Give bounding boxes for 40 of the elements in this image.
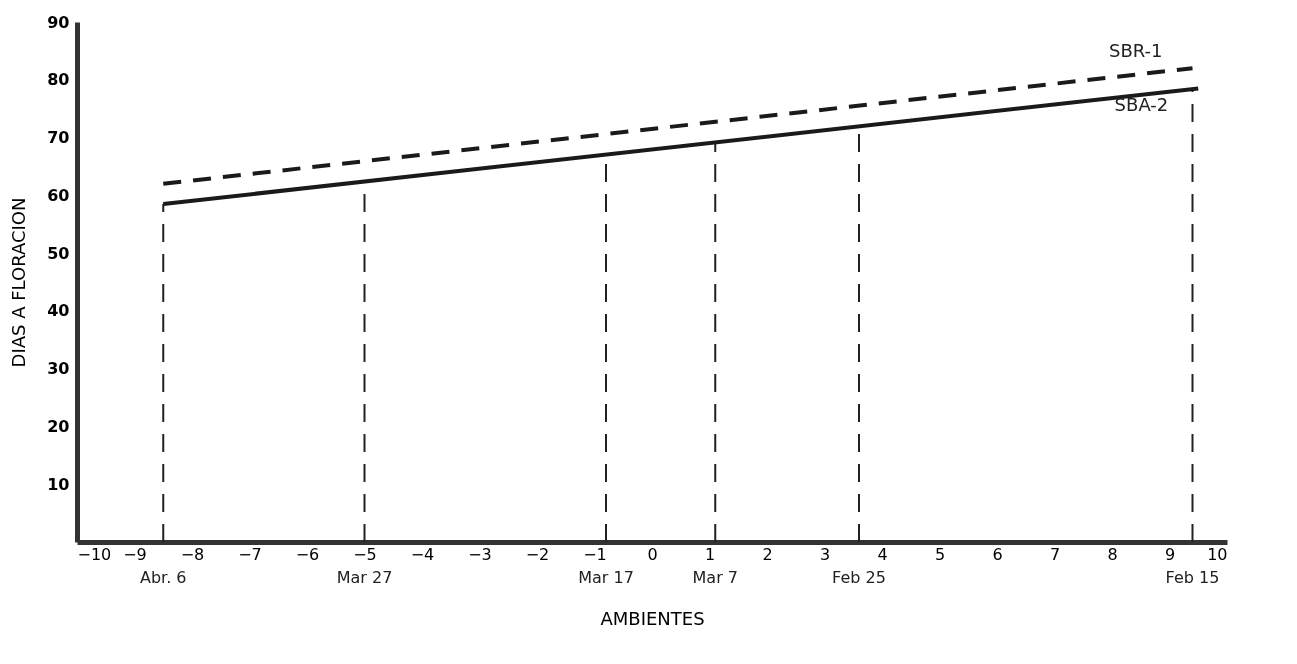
x-tick-label: −8 — [180, 544, 205, 564]
x-tick-label: −2 — [525, 544, 550, 564]
x-tick-label: −3 — [468, 544, 492, 564]
ref-line-label: Feb 15 — [1165, 568, 1220, 587]
y-tick-label: 20 — [47, 416, 70, 436]
x-tick-label: 2 — [762, 544, 773, 564]
y-axis-title: DIAS A FLORACION — [8, 197, 30, 368]
y-tick-label: 80 — [47, 70, 70, 90]
x-tick-label: 5 — [934, 544, 946, 564]
x-tick-label: 9 — [1164, 544, 1176, 564]
series-label: SBA-2 — [1114, 94, 1169, 116]
y-tick-label: 40 — [47, 301, 70, 321]
x-tick-label: 7 — [1049, 544, 1061, 564]
x-tick-label: −6 — [295, 544, 320, 564]
x-tick-label: −1 — [583, 544, 607, 564]
series-label: SBR-1 — [1109, 40, 1163, 62]
ref-line-label: Mar 27 — [336, 568, 393, 587]
y-tick-label: 70 — [47, 128, 70, 148]
y-tick-label: 10 — [47, 474, 70, 494]
x-tick-label: 8 — [1107, 544, 1118, 564]
x-tick-label: −7 — [238, 544, 262, 564]
x-tick-label: 10 — [1207, 544, 1228, 564]
ref-line-label: Abr. 6 — [139, 568, 187, 587]
x-tick-label: −9 — [123, 544, 147, 564]
x-axis-title: AMBIENTES — [600, 607, 705, 629]
y-tick-label: 90 — [47, 12, 70, 32]
y-tick-label: 30 — [47, 359, 70, 379]
ref-line-label: Feb 25 — [832, 568, 886, 587]
x-tick-label: 4 — [877, 544, 888, 564]
x-tick-label: −5 — [353, 544, 377, 564]
x-tick-label: 6 — [992, 544, 1003, 564]
x-tick-label: 0 — [647, 544, 658, 564]
y-tick-label: 50 — [47, 243, 70, 263]
x-tick-label: −4 — [410, 544, 435, 564]
x-tick-label: 3 — [819, 544, 831, 564]
ref-line-label: Mar 7 — [692, 568, 738, 587]
ref-line-label: Mar 17 — [578, 568, 634, 587]
x-tick-label: 1 — [704, 544, 716, 564]
y-tick-label: 60 — [47, 185, 70, 205]
x-tick-label: −10 — [77, 544, 112, 564]
